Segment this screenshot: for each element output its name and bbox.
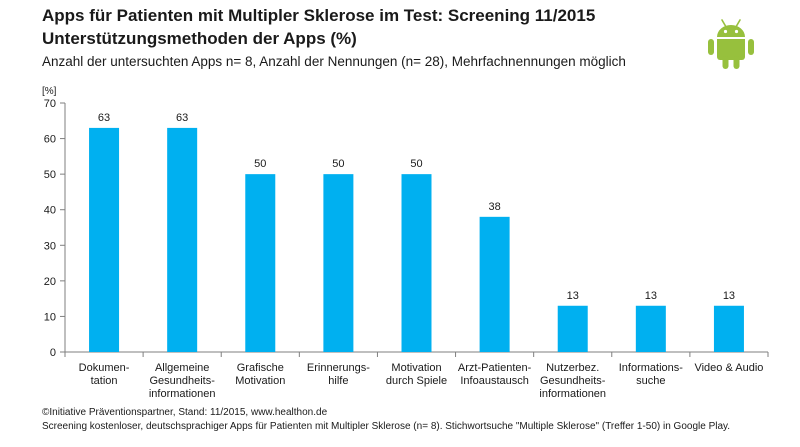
data-label: 50: [332, 158, 344, 170]
bar: [323, 174, 354, 352]
chart-subtitle: Anzahl der untersuchten Apps n= 8, Anzah…: [42, 54, 626, 69]
x-tick-label: Arzt-Patienten-Infoaustausch: [458, 362, 532, 387]
y-tick-label: 0: [50, 347, 56, 359]
x-tick-label: Dokumen-tation: [79, 362, 130, 387]
footer-note: Screening kostenloser, deutschsprachiger…: [42, 421, 731, 432]
y-tick-label: 20: [44, 276, 56, 288]
data-label: 63: [176, 112, 188, 124]
y-axis-label: [%]: [42, 86, 57, 97]
bar: [401, 174, 432, 352]
data-label: 13: [567, 290, 579, 302]
y-tick-label: 30: [44, 240, 56, 252]
bar: [479, 216, 510, 352]
y-tick-label: 40: [44, 205, 56, 217]
bar: [557, 305, 588, 352]
data-label: 63: [98, 112, 110, 124]
y-tick-label: 50: [44, 169, 56, 181]
chart-title-line2: Unterstützungsmethoden der Apps (%): [42, 29, 357, 48]
data-label: 13: [723, 290, 735, 302]
chart-title: Apps für Patienten mit Multipler Skleros…: [42, 6, 596, 25]
data-label: 50: [254, 158, 266, 170]
y-tick-label: 60: [44, 134, 56, 146]
android-robot-icon: [708, 19, 754, 69]
bar: [167, 127, 198, 353]
bar: [713, 305, 744, 352]
data-label: 50: [410, 158, 422, 170]
y-tick-label: 10: [44, 311, 56, 323]
bar: [245, 174, 276, 352]
data-label: 13: [645, 290, 657, 302]
y-tick-label: 70: [44, 98, 56, 110]
footer-copyright: ©Initiative Präventionspartner, Stand: 1…: [42, 407, 328, 418]
x-tick-label: Informations-suche: [619, 362, 684, 387]
bar: [635, 305, 666, 352]
x-tick-label: Motivation durch Spiele: [386, 362, 447, 387]
x-tick-label: Grafische Motivation: [235, 362, 285, 387]
x-tick-label: Erinnerungs-hilfe: [307, 362, 370, 387]
bar: [89, 127, 120, 353]
x-tick-label: Video & Audio: [694, 362, 763, 374]
x-tick-label: Nutzerbez. Gesundheits-informationen: [539, 362, 606, 400]
x-tick-label: Allgemeine Gesundheits-informationen: [149, 362, 216, 400]
data-label: 38: [488, 201, 500, 213]
